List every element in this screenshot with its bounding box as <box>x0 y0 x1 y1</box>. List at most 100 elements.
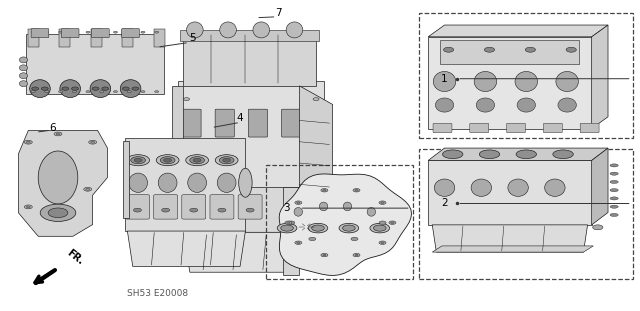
Text: 7: 7 <box>275 8 282 18</box>
Circle shape <box>381 202 384 203</box>
Circle shape <box>31 91 35 93</box>
Ellipse shape <box>508 179 528 196</box>
Circle shape <box>72 91 76 93</box>
Circle shape <box>24 140 32 144</box>
Ellipse shape <box>517 98 536 112</box>
Circle shape <box>161 208 170 212</box>
Circle shape <box>127 91 131 93</box>
Circle shape <box>189 208 198 212</box>
Polygon shape <box>591 148 608 225</box>
FancyBboxPatch shape <box>182 195 205 219</box>
FancyBboxPatch shape <box>154 195 177 219</box>
Ellipse shape <box>479 150 500 159</box>
FancyBboxPatch shape <box>283 187 300 275</box>
FancyBboxPatch shape <box>215 109 234 137</box>
Circle shape <box>391 222 394 224</box>
Circle shape <box>134 158 142 162</box>
Ellipse shape <box>129 173 147 193</box>
Circle shape <box>92 87 99 90</box>
Ellipse shape <box>286 22 303 38</box>
Circle shape <box>127 31 131 33</box>
FancyBboxPatch shape <box>92 29 109 38</box>
Polygon shape <box>428 25 608 37</box>
Ellipse shape <box>556 72 579 91</box>
Circle shape <box>321 188 328 192</box>
Circle shape <box>113 91 118 93</box>
Ellipse shape <box>610 197 618 200</box>
Circle shape <box>100 91 104 93</box>
Circle shape <box>86 31 90 33</box>
Circle shape <box>127 155 150 166</box>
Circle shape <box>184 98 189 100</box>
Circle shape <box>54 132 62 136</box>
Circle shape <box>295 201 302 204</box>
Circle shape <box>374 225 386 231</box>
Circle shape <box>160 157 175 164</box>
Circle shape <box>26 141 30 143</box>
Ellipse shape <box>120 80 141 98</box>
FancyBboxPatch shape <box>125 195 149 219</box>
Ellipse shape <box>38 151 78 204</box>
Circle shape <box>379 221 386 225</box>
Ellipse shape <box>474 72 497 91</box>
Circle shape <box>156 155 179 166</box>
Circle shape <box>355 254 358 256</box>
Circle shape <box>89 140 97 144</box>
Circle shape <box>288 221 295 225</box>
FancyBboxPatch shape <box>248 109 268 137</box>
Ellipse shape <box>553 150 573 159</box>
Circle shape <box>321 253 328 257</box>
Ellipse shape <box>610 172 618 175</box>
Circle shape <box>45 31 49 33</box>
Ellipse shape <box>19 81 28 87</box>
Circle shape <box>133 208 141 212</box>
Circle shape <box>281 225 293 231</box>
Polygon shape <box>300 86 333 206</box>
Circle shape <box>303 226 308 228</box>
Circle shape <box>113 31 118 33</box>
Circle shape <box>141 91 145 93</box>
FancyBboxPatch shape <box>172 86 183 219</box>
Polygon shape <box>432 225 588 252</box>
FancyBboxPatch shape <box>470 123 489 133</box>
Circle shape <box>184 183 189 186</box>
FancyBboxPatch shape <box>91 29 102 47</box>
Circle shape <box>353 253 360 257</box>
Polygon shape <box>183 232 294 272</box>
Circle shape <box>84 187 92 191</box>
Circle shape <box>56 133 60 135</box>
Ellipse shape <box>186 22 203 38</box>
Ellipse shape <box>343 202 351 211</box>
FancyBboxPatch shape <box>543 123 563 133</box>
FancyBboxPatch shape <box>428 160 591 225</box>
Circle shape <box>186 155 209 166</box>
Ellipse shape <box>435 179 455 196</box>
Circle shape <box>220 157 234 164</box>
Ellipse shape <box>60 80 81 98</box>
Circle shape <box>218 208 226 212</box>
Circle shape <box>292 220 320 234</box>
Circle shape <box>131 157 145 164</box>
Ellipse shape <box>442 150 463 159</box>
Circle shape <box>353 188 360 192</box>
Circle shape <box>246 208 254 212</box>
Text: 4: 4 <box>237 113 243 123</box>
Circle shape <box>45 91 49 93</box>
Circle shape <box>379 241 386 244</box>
Ellipse shape <box>294 207 303 216</box>
FancyBboxPatch shape <box>180 30 319 40</box>
Ellipse shape <box>610 164 618 167</box>
Circle shape <box>100 31 104 33</box>
Ellipse shape <box>471 179 492 196</box>
Ellipse shape <box>217 173 236 193</box>
Circle shape <box>444 47 454 52</box>
FancyBboxPatch shape <box>580 123 599 133</box>
FancyBboxPatch shape <box>125 138 245 231</box>
Ellipse shape <box>188 173 207 193</box>
Circle shape <box>593 225 603 230</box>
Circle shape <box>339 223 358 233</box>
Circle shape <box>355 189 358 191</box>
Text: 1: 1 <box>441 74 448 84</box>
Ellipse shape <box>558 98 577 112</box>
Circle shape <box>164 158 172 162</box>
